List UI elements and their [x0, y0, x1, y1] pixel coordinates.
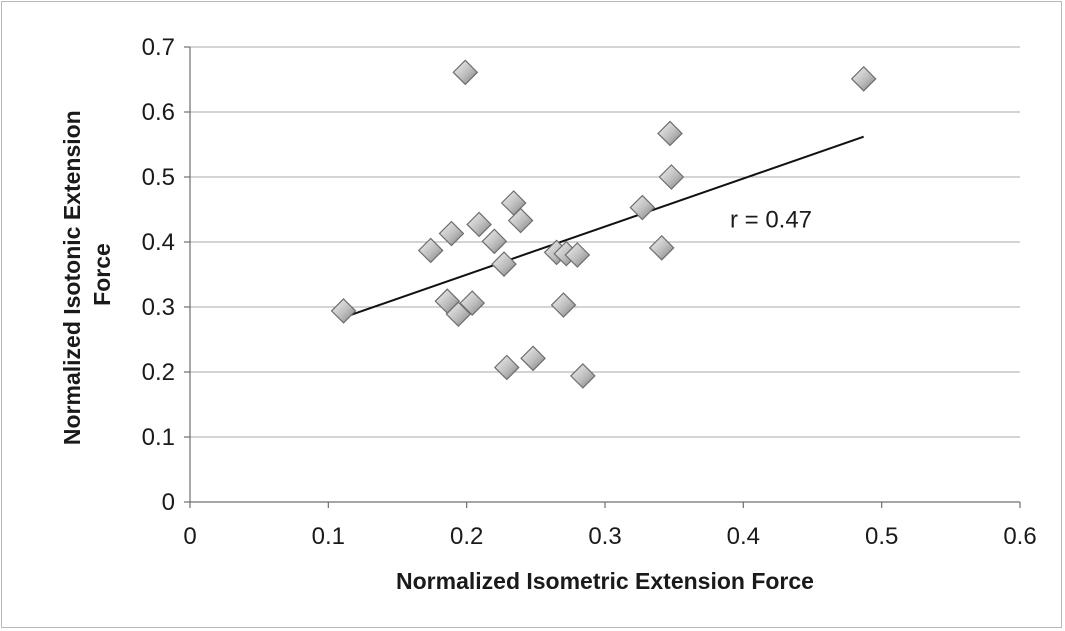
y-tick-label: 0.6 [142, 99, 175, 126]
data-point [507, 207, 534, 234]
data-point [648, 235, 675, 261]
data-point [452, 59, 479, 86]
x-tick-label: 0.1 [312, 523, 345, 550]
x-tick-label: 0.6 [1003, 523, 1036, 550]
data-point [658, 164, 685, 190]
axes [184, 46, 1021, 508]
y-axis-title-line-1: Normalized Isotonic Extension [59, 110, 85, 445]
y-tick-label: 0.1 [142, 424, 175, 451]
data-point [550, 292, 577, 318]
x-axis-title: Normalized Isometric Extension Force [396, 568, 814, 594]
data-point [459, 290, 486, 316]
trendline-group [343, 135, 865, 319]
data-point [570, 363, 596, 389]
y-tick-label: 0.2 [142, 359, 175, 386]
x-tick-labels: 0 0.1 0.2 0.3 0.4 0.5 0.6 [183, 523, 1036, 550]
data-point [657, 120, 683, 147]
x-tick-label: 0.3 [588, 523, 621, 550]
data-point [330, 298, 357, 324]
data-point [564, 242, 591, 268]
data-point [629, 194, 656, 221]
data-point [445, 301, 472, 327]
data-point [520, 345, 546, 372]
y-tick-label: 0.3 [142, 294, 175, 321]
y-tick-label: 0 [162, 489, 175, 516]
y-tick-label: 0.5 [142, 164, 175, 191]
data-points [330, 59, 877, 389]
y-tick-label: 0.4 [142, 229, 175, 256]
data-point [491, 251, 517, 277]
correlation-annotation: r = 0.47 [730, 207, 812, 234]
x-tick-label: 0.5 [865, 523, 898, 550]
gridlines [190, 46, 1020, 438]
data-point [438, 220, 465, 247]
data-point [493, 354, 520, 381]
x-tick-label: 0.4 [727, 523, 760, 550]
y-tick-label: 0.7 [142, 34, 175, 61]
trendline [343, 135, 865, 319]
annotations: r = 0.47 [730, 207, 812, 234]
data-point [466, 211, 492, 238]
data-point [417, 237, 444, 264]
y-tick-labels: 0 0.1 0.2 0.3 0.4 0.5 0.6 0.7 [142, 34, 175, 516]
x-tick-label: 0 [183, 523, 196, 550]
y-axis-title: Normalized Isotonic Extension Force [59, 104, 115, 445]
data-point [481, 228, 508, 255]
data-point [850, 66, 877, 92]
x-tick-label: 0.2 [450, 523, 483, 550]
y-axis-title-line-2: Force [89, 243, 115, 306]
